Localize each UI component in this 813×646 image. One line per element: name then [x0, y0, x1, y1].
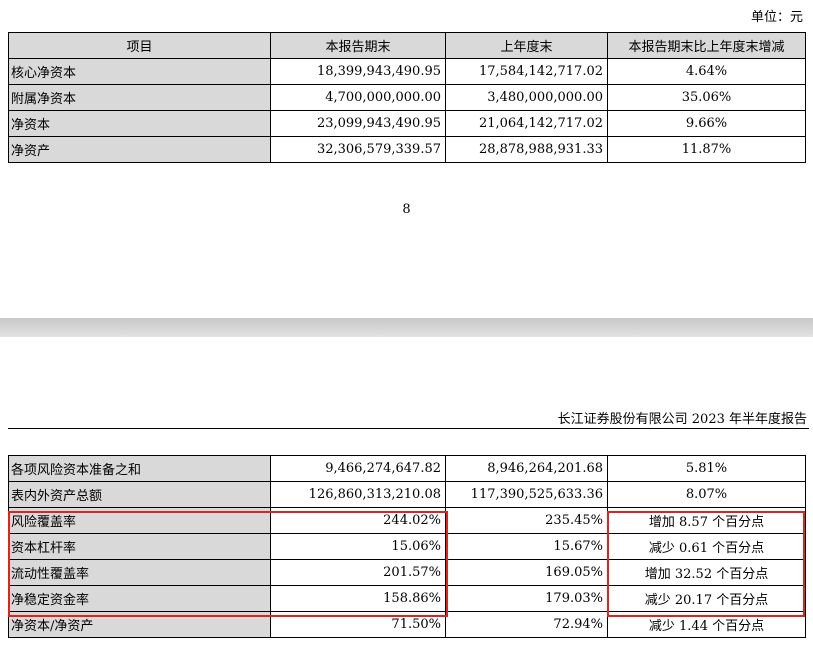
change-value: 9.66%: [607, 110, 806, 137]
prior-value: 21,064,142,717.02: [445, 110, 608, 137]
table-row: 核心净资本 18,399,943,490.95 17,584,142,717.02 4…: [8, 58, 806, 85]
prior-value: 8,946,264,201.68: [445, 455, 608, 482]
row-label: 净资产: [8, 136, 271, 163]
table-row: 表内外资产总额 126,860,313,210.08 117,390,525,633…: [8, 481, 806, 508]
current-value: 4,700,000,000.00: [270, 84, 446, 111]
prior-value: 169.05%: [445, 559, 608, 586]
change-value: 11.87%: [607, 136, 806, 163]
current-value: 158.86%: [270, 585, 446, 612]
risk-indicator-table: 各项风险资本准备之和 9,466,274,647.82 8,946,264,201.…: [8, 455, 806, 638]
header-prior-year-end: 上年度末: [445, 32, 608, 59]
prior-value: 117,390,525,633.36: [445, 481, 608, 508]
row-label: 附属净资本: [8, 84, 271, 111]
row-label: 净资本/净资产: [8, 611, 271, 638]
table-row: 净资本/净资产 71.50% 72.94% 减少 1.44 个百分点: [8, 611, 806, 638]
change-value: 减少 1.44 个百分点: [607, 611, 806, 638]
table-row: 资本杠杆率 15.06% 15.67% 减少 0.61 个百分点: [8, 533, 806, 560]
prior-value: 235.45%: [445, 507, 608, 534]
prior-value: 28,878,988,931.33: [445, 136, 608, 163]
table-row: 附属净资本 4,700,000,000.00 3,480,000,000.00 35.…: [8, 84, 806, 111]
change-value: 增加 32.52 个百分点: [607, 559, 806, 586]
table-row: 净资产 32,306,579,339.57 28,878,988,931.33 11.…: [8, 136, 806, 163]
current-value: 23,099,943,490.95: [270, 110, 446, 137]
row-label: 资本杠杆率: [8, 533, 271, 560]
change-value: 减少 0.61 个百分点: [607, 533, 806, 560]
current-value: 18,399,943,490.95: [270, 58, 446, 85]
prior-value: 179.03%: [445, 585, 608, 612]
row-label: 净稳定资金率: [8, 585, 271, 612]
unit-label: 单位：元: [750, 10, 803, 25]
page-break-gap: [0, 318, 813, 337]
change-value: 35.06%: [607, 84, 806, 111]
row-label: 风险覆盖率: [8, 507, 271, 534]
table-row: 净资本 23,099,943,490.95 21,064,142,717.02 9.6…: [8, 110, 806, 137]
row-label: 核心净资本: [8, 58, 271, 85]
current-value: 71.50%: [270, 611, 446, 638]
header-item: 项目: [8, 32, 271, 59]
current-value: 126,860,313,210.08: [270, 481, 446, 508]
row-label: 表内外资产总额: [8, 481, 271, 508]
header-change: 本报告期末比上年度末增减: [607, 32, 806, 59]
change-value: 增加 8.57 个百分点: [607, 507, 806, 534]
current-value: 32,306,579,339.57: [270, 136, 446, 163]
row-label: 各项风险资本准备之和: [8, 455, 271, 482]
header-rule: [8, 428, 809, 429]
current-value: 9,466,274,647.82: [270, 455, 446, 482]
prior-value: 17,584,142,717.02: [445, 58, 608, 85]
current-value: 201.57%: [270, 559, 446, 586]
prior-value: 3,480,000,000.00: [445, 84, 608, 111]
change-value: 5.81%: [607, 455, 806, 482]
change-value: 4.64%: [607, 58, 806, 85]
prior-value: 15.67%: [445, 533, 608, 560]
current-value: 244.02%: [270, 507, 446, 534]
change-value: 减少 20.17 个百分点: [607, 585, 806, 612]
table-row: 流动性覆盖率 201.57% 169.05% 增加 32.52 个百分点: [8, 559, 806, 586]
table-header-row: 项目 本报告期末 上年度末 本报告期末比上年度末增减: [8, 32, 806, 59]
running-header: 长江证券股份有限公司 2023 年半年度报告: [557, 412, 807, 427]
change-value: 8.07%: [607, 481, 806, 508]
table-row: 净稳定资金率 158.86% 179.03% 减少 20.17 个百分点: [8, 585, 806, 612]
row-label: 流动性覆盖率: [8, 559, 271, 586]
current-value: 15.06%: [270, 533, 446, 560]
net-capital-table: 项目 本报告期末 上年度末 本报告期末比上年度末增减 核心净资本 18,399,9…: [8, 32, 806, 163]
table-row: 风险覆盖率 244.02% 235.45% 增加 8.57 个百分点: [8, 507, 806, 534]
prior-value: 72.94%: [445, 611, 608, 638]
page-number: 8: [402, 202, 411, 217]
row-label: 净资本: [8, 110, 271, 137]
header-current-period: 本报告期末: [270, 32, 446, 59]
table-row: 各项风险资本准备之和 9,466,274,647.82 8,946,264,201.…: [8, 455, 806, 482]
